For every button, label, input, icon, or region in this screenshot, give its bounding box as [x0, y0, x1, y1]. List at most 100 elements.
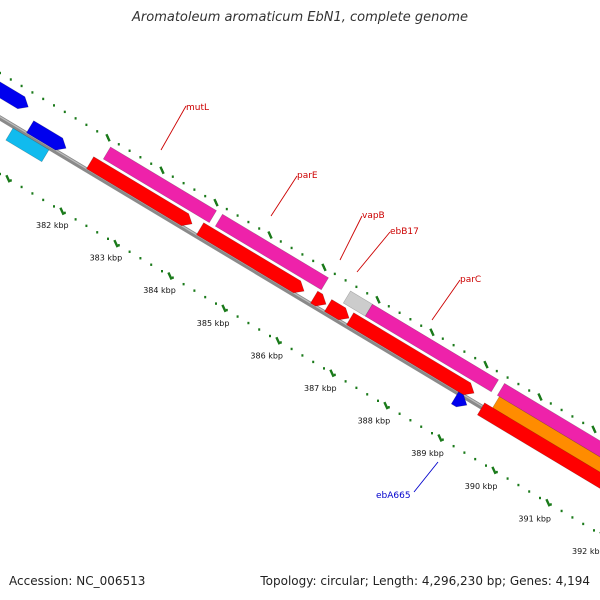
minor-tick — [20, 84, 23, 88]
minor-tick — [344, 380, 347, 383]
major-tick — [105, 133, 111, 142]
minor-tick — [366, 292, 369, 295]
scale-label: 389 kbp — [411, 449, 444, 458]
minor-tick — [387, 305, 390, 308]
minor-tick — [485, 464, 487, 467]
minor-tick — [528, 389, 531, 392]
cds-blue-left — [0, 81, 29, 110]
minor-tick — [517, 483, 520, 487]
minor-tick — [323, 367, 325, 370]
major-tick — [429, 328, 435, 337]
major-tick — [383, 401, 389, 410]
major-tick — [321, 263, 327, 272]
major-tick — [483, 360, 489, 369]
outer-tick-track — [0, 71, 597, 434]
cds-red-3 — [346, 312, 475, 396]
minor-tick — [139, 257, 142, 260]
minor-tick — [517, 382, 520, 386]
minor-tick — [193, 289, 196, 292]
cds-red-2 — [196, 222, 305, 294]
cds-red-right — [476, 402, 600, 489]
minor-tick — [593, 529, 595, 532]
minor-tick — [182, 181, 185, 185]
cds-parE — [214, 213, 329, 291]
minor-tick — [85, 224, 88, 228]
minor-tick — [85, 123, 88, 127]
minor-tick — [96, 231, 99, 234]
minor-tick — [171, 276, 174, 279]
minor-tick — [269, 334, 271, 338]
minor-tick — [506, 376, 509, 379]
major-tick — [113, 239, 119, 248]
minor-tick — [582, 421, 585, 425]
minor-tick — [31, 192, 34, 195]
scale-label: 392 kbp — [572, 547, 600, 556]
minor-tick — [441, 438, 444, 441]
minor-tick — [409, 419, 412, 422]
minor-tick — [441, 337, 444, 340]
minor-tick — [204, 194, 207, 198]
scale-label: 383 kbp — [90, 254, 123, 263]
major-tick — [159, 166, 165, 175]
minor-tick — [215, 302, 217, 305]
minor-tick — [452, 444, 455, 448]
minor-tick — [474, 457, 477, 461]
gene-label: ebB17 — [390, 227, 419, 237]
major-tick — [329, 369, 335, 378]
minor-tick — [431, 432, 433, 435]
minor-tick — [333, 373, 336, 377]
accession-text: Accession: NC_006513 — [9, 574, 146, 588]
minor-tick — [355, 285, 358, 289]
major-tick — [267, 231, 273, 239]
minor-tick — [333, 272, 336, 276]
cds-vapB — [324, 299, 350, 321]
major-tick — [491, 466, 497, 475]
minor-tick — [128, 250, 131, 253]
minor-tick — [9, 78, 12, 81]
scale-label: 387 kbp — [304, 384, 337, 393]
minor-tick — [539, 496, 541, 500]
minor-tick — [582, 522, 585, 526]
scale-label: 391 kbp — [518, 514, 551, 523]
minor-tick — [63, 211, 66, 215]
minor-tick — [0, 71, 1, 75]
minor-tick — [290, 347, 293, 351]
minor-tick — [420, 324, 423, 327]
inner-tick-track — [0, 172, 600, 534]
gene-leader-line — [413, 461, 439, 493]
minor-tick — [63, 110, 66, 114]
cds-blue-1 — [26, 120, 67, 151]
major-tick — [375, 295, 381, 304]
major-tick — [275, 336, 281, 345]
minor-tick — [247, 220, 250, 224]
minor-tick — [495, 369, 498, 373]
minor-tick — [387, 406, 390, 409]
major-tick — [5, 174, 11, 183]
minor-tick — [117, 143, 120, 146]
gene-label: vapB — [362, 211, 385, 221]
minor-tick — [366, 393, 369, 396]
gene-label: parE — [297, 171, 318, 181]
minor-tick — [171, 175, 174, 178]
minor-tick — [236, 214, 239, 217]
minor-tick — [53, 104, 55, 107]
minor-tick — [398, 412, 401, 415]
gene-label: parC — [460, 275, 481, 285]
gene-label: mutL — [186, 103, 209, 113]
gene-leader-line — [356, 231, 391, 273]
minor-tick — [279, 341, 282, 344]
major-tick — [59, 207, 65, 216]
minor-tick — [225, 207, 228, 211]
minor-tick — [279, 240, 282, 243]
minor-tick — [344, 279, 347, 282]
cds-parC — [364, 303, 499, 393]
major-tick — [537, 393, 543, 401]
minor-tick — [355, 386, 358, 390]
topology-text: Topology: circular; Length: 4,296,230 bp… — [260, 574, 590, 588]
minor-tick — [204, 295, 207, 299]
minor-tick — [20, 185, 23, 189]
gene-leader-line — [270, 175, 298, 217]
major-tick — [221, 304, 227, 313]
minor-tick — [128, 149, 131, 152]
